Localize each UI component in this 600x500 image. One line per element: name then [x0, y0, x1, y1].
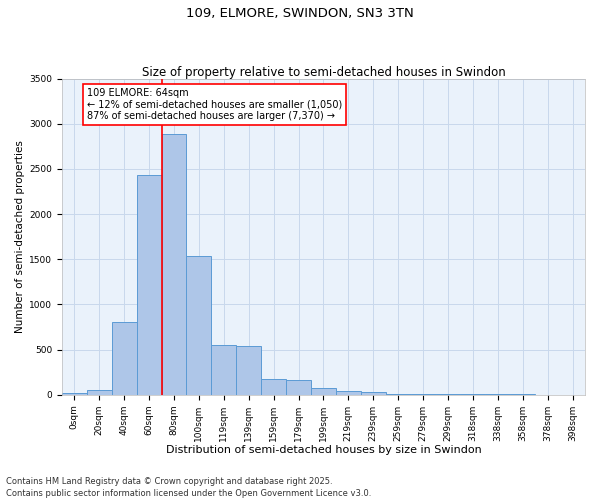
Text: 109, ELMORE, SWINDON, SN3 3TN: 109, ELMORE, SWINDON, SN3 3TN: [186, 8, 414, 20]
Bar: [211, 345, 236, 395]
Bar: [62, 393, 87, 394]
Bar: [361, 392, 386, 394]
Bar: [236, 346, 261, 395]
Bar: [336, 390, 361, 394]
Y-axis label: Number of semi-detached properties: Number of semi-detached properties: [15, 140, 25, 333]
Bar: [137, 175, 161, 394]
Text: Contains HM Land Registry data © Crown copyright and database right 2025.
Contai: Contains HM Land Registry data © Crown c…: [6, 476, 371, 498]
Bar: [187, 256, 211, 394]
Bar: [286, 380, 311, 394]
Bar: [161, 134, 187, 394]
Title: Size of property relative to semi-detached houses in Swindon: Size of property relative to semi-detach…: [142, 66, 505, 78]
Bar: [87, 390, 112, 394]
Bar: [261, 380, 286, 394]
Bar: [112, 322, 137, 394]
X-axis label: Distribution of semi-detached houses by size in Swindon: Distribution of semi-detached houses by …: [166, 445, 481, 455]
Text: 109 ELMORE: 64sqm
← 12% of semi-detached houses are smaller (1,050)
87% of semi-: 109 ELMORE: 64sqm ← 12% of semi-detached…: [87, 88, 342, 120]
Bar: [311, 388, 336, 394]
